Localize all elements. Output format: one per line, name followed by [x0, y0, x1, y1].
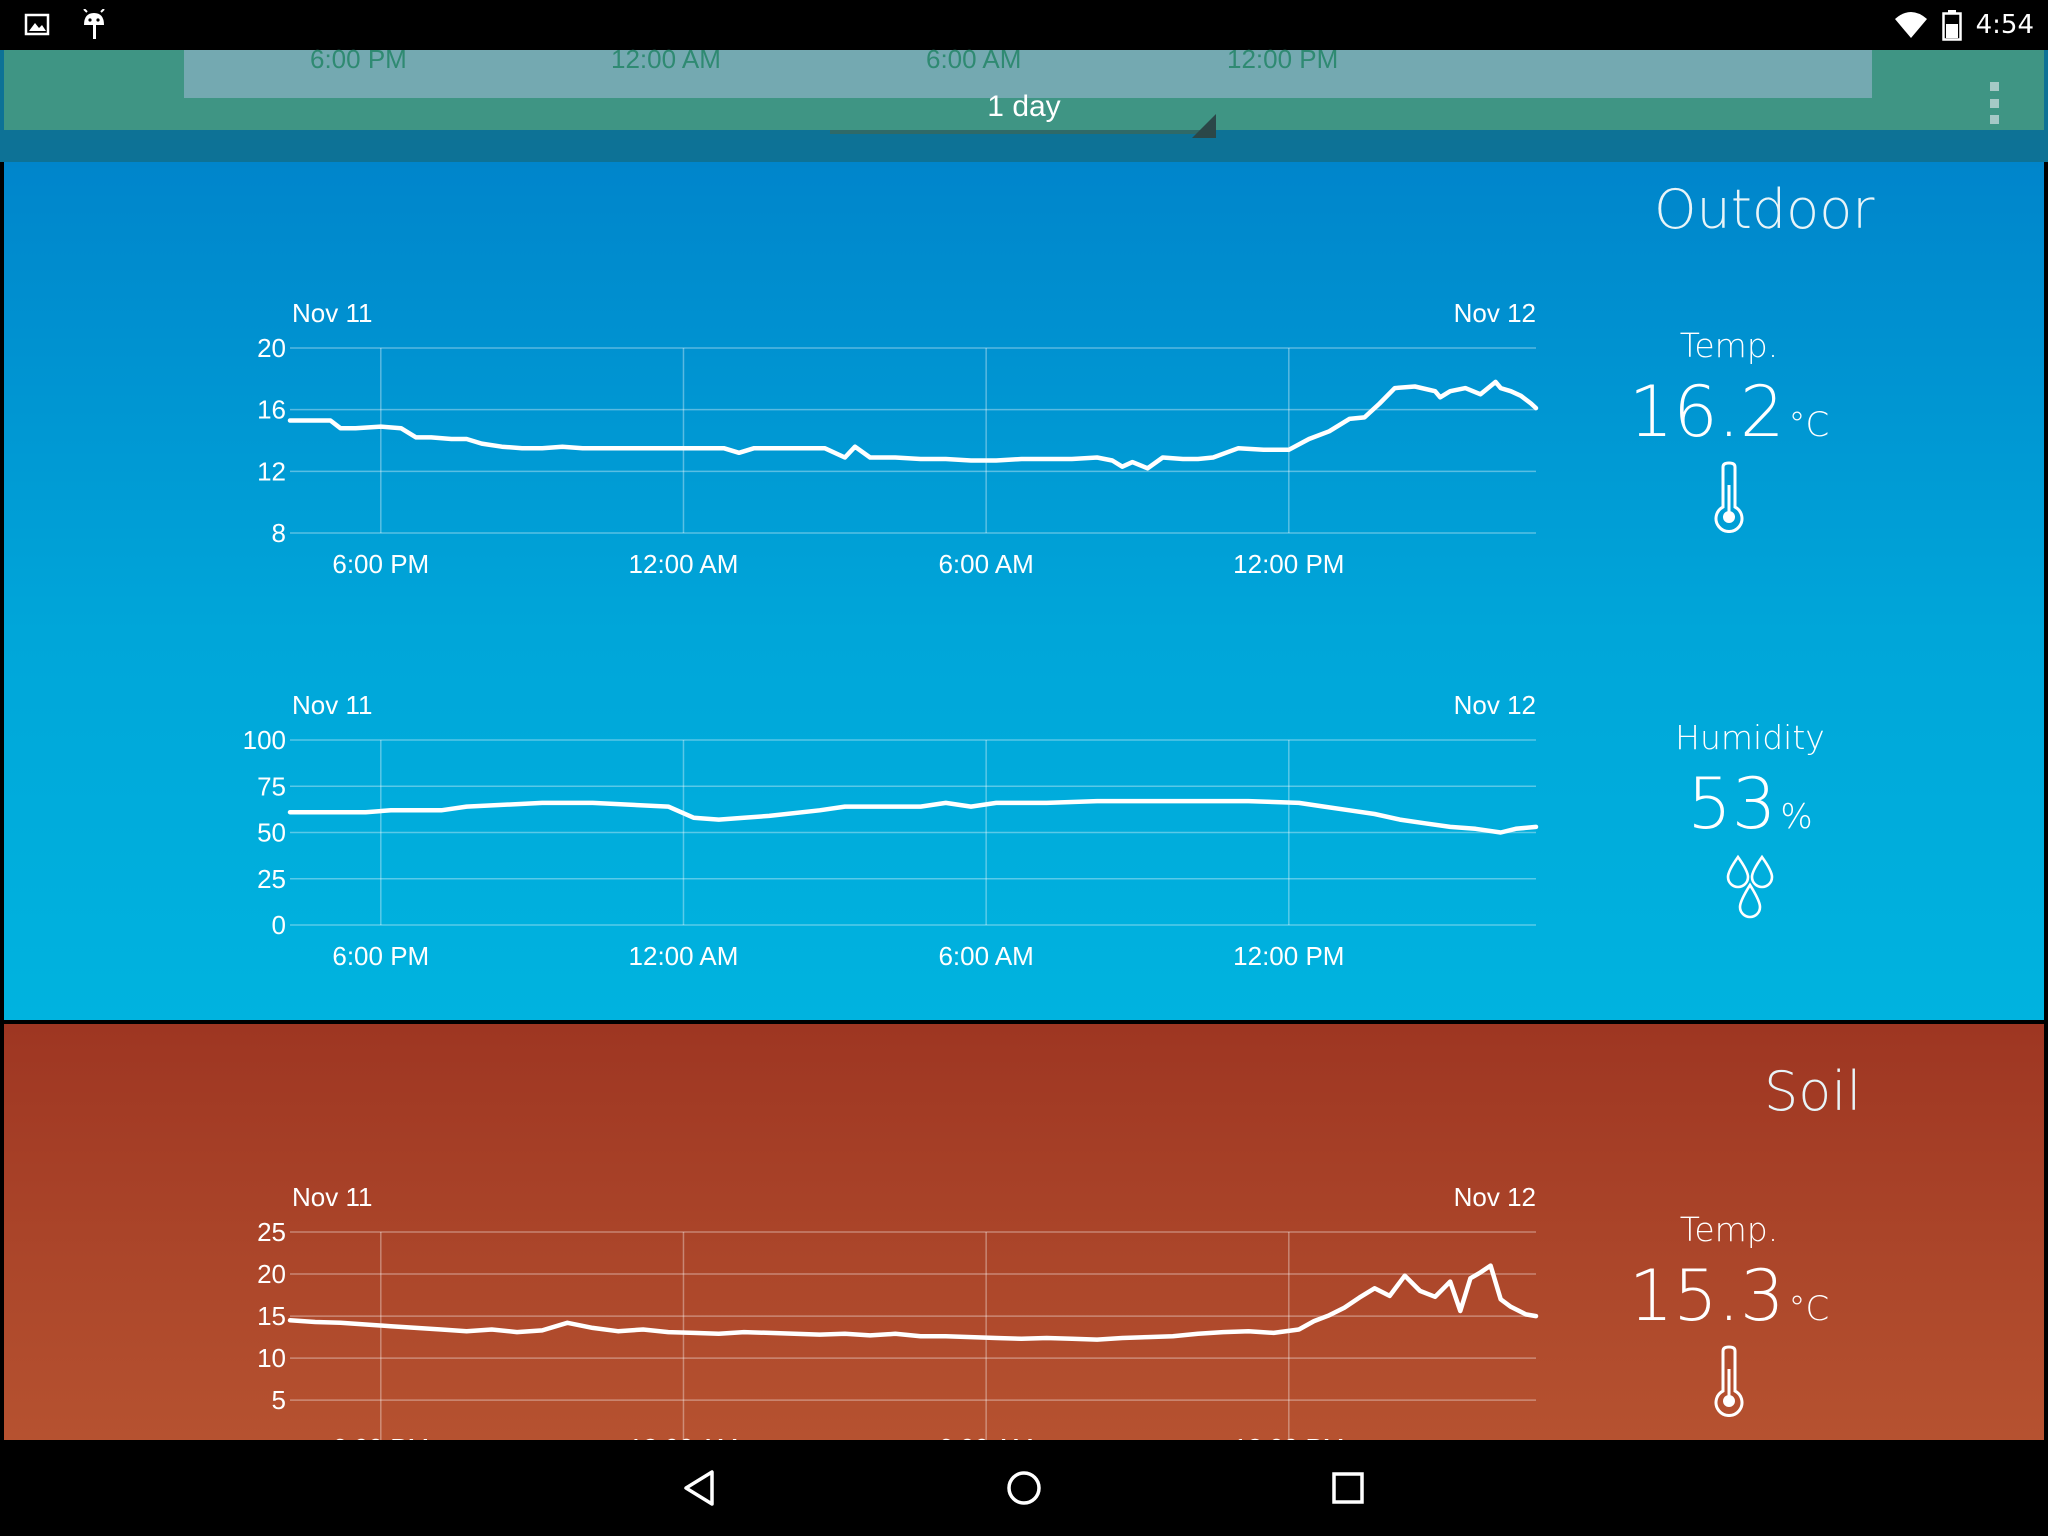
chart-y-tick-label: 5 — [272, 1385, 286, 1415]
chart-y-tick-label: 15 — [257, 1301, 286, 1331]
overflow-menu-icon — [1989, 98, 1999, 108]
outdoor-title: Outdoor — [1654, 178, 1875, 241]
chart-x-tick-label: 12:00 AM — [629, 549, 739, 579]
chart-date-end-label: Nov 12 — [1454, 298, 1536, 328]
chart-y-tick-label: 20 — [257, 333, 286, 363]
range-selector-underline — [830, 130, 1210, 134]
water-drops-icon — [1726, 854, 1774, 919]
chart-series-line — [287, 379, 1539, 471]
temperature-label: Temp. — [1679, 1210, 1779, 1249]
clock: 4:54 — [1975, 10, 2034, 40]
chart-date-end-label: Nov 12 — [1454, 1182, 1536, 1212]
chart-y-tick-label: 25 — [257, 1217, 286, 1247]
timeline-tick-label: 6:00 PM — [310, 44, 407, 74]
temperature-value: 16.2 — [1628, 371, 1785, 453]
timeline-tick-label: 12:00 AM — [611, 44, 721, 74]
overflow-menu-icon — [1989, 115, 1999, 124]
chart-x-tick-label: 6:00 PM — [332, 941, 429, 971]
chart-series-line — [287, 1263, 1539, 1342]
chart-x-tick-label: 6:00 AM — [938, 941, 1033, 971]
overflow-menu-button[interactable] — [1980, 78, 2008, 128]
chart-y-tick-label: 50 — [257, 818, 286, 848]
range-timeline[interactable]: 6:00 PM 12:00 AM 6:00 AM 12:00 PM — [184, 44, 1872, 98]
android-notification-icon — [83, 9, 105, 39]
chart-date-start-label: Nov 11 — [292, 1182, 372, 1212]
chart-y-tick-label: 75 — [257, 771, 286, 801]
back-icon[interactable] — [676, 1464, 724, 1512]
temperature-unit: °C — [1788, 1289, 1830, 1329]
outdoor_humidity-svg: Nov 11 Nov 12 100 75 50 25 0 6:00 PM 12:00 AM 6:0… — [243, 690, 1539, 971]
chart-y-tick-label: 20 — [257, 1259, 286, 1289]
humidity-unit: % — [1780, 797, 1813, 837]
chart-y-tick-label: 8 — [272, 518, 286, 548]
chart-date-start-label: Nov 11 — [292, 690, 372, 720]
home-icon[interactable] — [1000, 1464, 1048, 1512]
wifi-icon — [1894, 12, 1927, 38]
chart-x-tick-label: 12:00 AM — [629, 941, 739, 971]
chart-date-end-label: Nov 12 — [1454, 690, 1536, 720]
outdoor-humidity-reading: Humidity 53% — [1600, 718, 1900, 923]
chart-series-line — [287, 798, 1539, 835]
spinner-corner-icon[interactable] — [1192, 114, 1216, 138]
range-header: 6:00 PM 12:00 AM 6:00 AM 12:00 PM 1 day — [0, 44, 2048, 162]
overflow-menu-icon — [1989, 82, 1999, 91]
temperature-value: 15.3 — [1628, 1255, 1785, 1337]
chart-y-tick-label: 25 — [257, 864, 286, 894]
soil-title: Soil — [1764, 1060, 1862, 1123]
chart-y-tick-label: 100 — [243, 725, 286, 755]
gallery-notification-icon — [24, 13, 50, 36]
recents-icon[interactable] — [1324, 1464, 1372, 1512]
range-selector-bar: 6:00 PM 12:00 AM 6:00 AM 12:00 PM — [4, 44, 2044, 130]
humidity-label: Humidity — [1675, 718, 1825, 757]
timeline-tick-label: 12:00 PM — [1227, 44, 1339, 74]
chart-x-tick-label: 12:00 PM — [1233, 941, 1344, 971]
outdoor-temperature-chart[interactable]: Nov 11 Nov 12 20 16 12 8 6:00 PM 12:00 AM 6:00 A… — [4, 278, 1564, 579]
thermometer-icon — [1714, 1345, 1744, 1417]
status-bar: 4:54 — [0, 0, 2048, 50]
chart-y-tick-label: 10 — [257, 1343, 286, 1373]
chart-date-start-label: Nov 11 — [292, 298, 372, 328]
battery-icon — [1941, 10, 1962, 41]
thermometer-icon — [1714, 461, 1744, 533]
outdoor-humidity-chart[interactable]: Nov 11 Nov 12 100 75 50 25 0 6:00 PM 12:00 AM 6:0… — [4, 670, 1564, 971]
soil-temperature-reading: Temp. 15.3 °C — [1579, 1210, 1879, 1417]
outdoor-temperature-reading: Temp. 16.2 °C — [1579, 326, 1879, 533]
chart-x-tick-label: 6:00 PM — [332, 549, 429, 579]
chart-x-tick-label: 6:00 AM — [938, 549, 1033, 579]
outdoor-panel: Outdoor Nov 11 Nov 12 20 16 12 8 6:00 PM 12:00 … — [4, 162, 2044, 1020]
chart-y-tick-label: 16 — [257, 395, 286, 425]
temperature-label: Temp. — [1679, 326, 1779, 365]
humidity-value: 53 — [1687, 763, 1777, 845]
chart-y-tick-label: 12 — [257, 456, 286, 486]
navigation-bar — [0, 1440, 2048, 1536]
range-selector-label[interactable]: 1 day — [987, 90, 1061, 123]
timeline-tick-label: 6:00 AM — [926, 44, 1022, 74]
outdoor_temp-svg: Nov 11 Nov 12 20 16 12 8 6:00 PM 12:00 AM 6:00 A… — [257, 298, 1539, 579]
temperature-unit: °C — [1788, 405, 1830, 445]
chart-y-tick-label: 0 — [272, 910, 286, 940]
chart-x-tick-label: 12:00 PM — [1233, 549, 1344, 579]
